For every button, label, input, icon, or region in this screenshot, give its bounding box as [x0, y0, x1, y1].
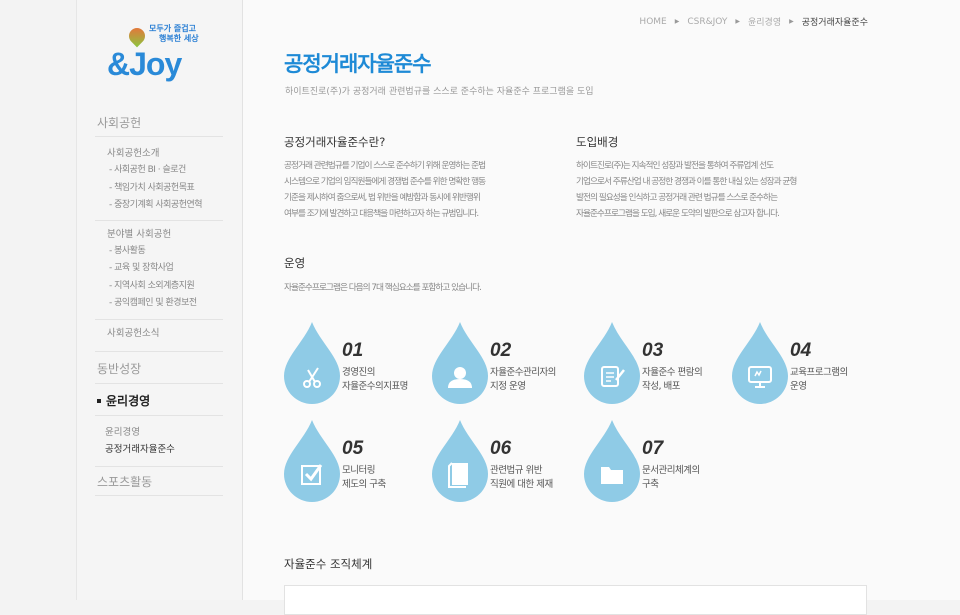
sidebar-link-ethics[interactable]: 윤리경영 [105, 426, 140, 438]
section-title: 운영 [284, 256, 306, 270]
bullet-icon [97, 399, 101, 403]
monitor-icon [732, 322, 788, 404]
folder-icon [584, 420, 640, 502]
element-number: 03 [642, 340, 664, 361]
sidebar-link[interactable]: - 봉사활동 [109, 245, 146, 256]
logo-brand: &Joy [107, 46, 182, 82]
sidebar-link[interactable]: - 교육 및 장학사업 [109, 263, 174, 273]
element-label: 모니터링 제도의 구축 [342, 465, 386, 490]
breadcrumb-csr[interactable]: CSR&JOY [687, 16, 728, 27]
breadcrumb: HOME ▶ CSR&JOY ▶ 윤리경영 ▶ 공정거래자율준수 [639, 15, 868, 29]
main-content: HOME ▶ CSR&JOY ▶ 윤리경영 ▶ 공정거래자율준수 공정거래자율준수 하… [243, 0, 960, 615]
element-number: 01 [342, 340, 364, 361]
section-title: 자율준수 조직체계 [284, 557, 373, 571]
sidebar-link[interactable]: - 지역사회 소외계층지원 [109, 280, 195, 291]
heart-icon [125, 24, 149, 48]
sidebar-item-sports[interactable]: 스포츠활동 [97, 474, 153, 489]
sidebar-nav: 사회공헌 사회공헌소개 - 사회공헌 BI · 슬로건 - 책임가치 사회공헌목… [95, 114, 223, 496]
section-text: 공정거래 관련법규를 기업이 스스로 준수하기 위해 운영하는 준법 시스템으로 … [284, 161, 486, 219]
scissors-icon [284, 322, 340, 404]
arrow-right-icon: ▶ [674, 18, 680, 25]
page-title: 공정거래자율준수 [284, 52, 432, 76]
section-title: 도입배경 [576, 135, 619, 149]
breadcrumb-home[interactable]: HOME [639, 16, 667, 27]
sidebar-sub-intro[interactable]: 사회공헌소개 [107, 148, 160, 159]
sidebar-sub-news[interactable]: 사회공헌소식 [107, 327, 160, 339]
core-element-item: 01 경영진의 자율준수의지표명 [284, 322, 434, 404]
element-label: 경영진의 자율준수의지표명 [342, 367, 408, 392]
org-chart-box [284, 585, 867, 615]
core-element-item: 03 자율준수 편람의 작성, 배포 [584, 322, 734, 404]
document-pen-icon [584, 322, 640, 404]
arrow-right-icon: ▶ [735, 18, 740, 25]
element-label: 자율준수관리자의 지정 운영 [490, 367, 556, 392]
core-element-item: 05 모니터링 제도의 구축 [284, 420, 434, 502]
logo[interactable]: 모두가 즐겁고 행복한 세상 &Joy [105, 22, 225, 88]
element-number: 07 [642, 438, 664, 459]
element-label: 교육프로그램의 운영 [790, 367, 848, 392]
element-number: 06 [490, 438, 512, 459]
breadcrumb-ethics[interactable]: 윤리경영 [748, 18, 782, 28]
section-title: 공정거래자율준수란? [284, 135, 386, 149]
sidebar-link-fairtrade[interactable]: 공정거래자율준수 [105, 443, 175, 455]
element-label: 관련법규 위반 직원에 대한 제재 [490, 465, 553, 490]
element-number: 02 [490, 340, 512, 361]
sidebar-sub-field[interactable]: 분야별 사회공헌 [107, 228, 172, 240]
checkbox-icon [284, 420, 340, 502]
sidebar-link[interactable]: - 책임가치 사회공헌목표 [109, 182, 195, 193]
page-subtitle: 하이트진로(주)가 공정거래 관련법규를 스스로 준수하는 자율준수 프로그램을… [285, 87, 594, 97]
sidebar-link[interactable]: - 공익캠페인 및 환경보전 [109, 298, 197, 308]
sidebar-link[interactable]: - 중장기계획 사회공헌연혁 [109, 200, 203, 210]
sidebar-link[interactable]: - 사회공헌 BI · 슬로건 [109, 165, 186, 175]
person-icon [432, 322, 488, 404]
breadcrumb-current: 공정거래자율준수 [801, 18, 868, 28]
core-element-item: 07 문서관리체계의 구축 [584, 420, 734, 502]
core-element-item: 04 교육프로그램의 운영 [732, 322, 882, 404]
element-number: 04 [790, 340, 812, 361]
section-text: 하이트진로(주)는 지속적인 성장과 발전을 통하여 주류업계 선도 기업으로서 … [576, 161, 797, 219]
logo-tagline: 모두가 즐겁고 [149, 24, 196, 33]
sidebar-item-ethics[interactable]: 윤리경영 [106, 393, 151, 408]
sidebar-item-social[interactable]: 사회공헌 [97, 116, 142, 130]
core-element-item: 06 관련법규 위반 직원에 대한 제재 [432, 420, 582, 502]
arrow-right-icon: ▶ [789, 18, 794, 25]
element-number: 05 [342, 438, 364, 459]
core-element-item: 02 자율준수관리자의 지정 운영 [432, 322, 582, 404]
book-icon [432, 420, 488, 502]
sidebar: 모두가 즐겁고 행복한 세상 &Joy 사회공헌 사회공헌소개 - 사회공헌 BI… [76, 0, 243, 600]
logo-tagline: 행복한 세상 [159, 34, 199, 43]
section-text: 자율준수프로그램은 다음의 7대 핵심요소를 포함하고 있습니다. [284, 283, 482, 293]
sidebar-item-growth[interactable]: 동반성장 [97, 361, 142, 376]
element-label: 자율준수 편람의 작성, 배포 [642, 367, 703, 392]
element-label: 문서관리체계의 구축 [642, 465, 700, 490]
